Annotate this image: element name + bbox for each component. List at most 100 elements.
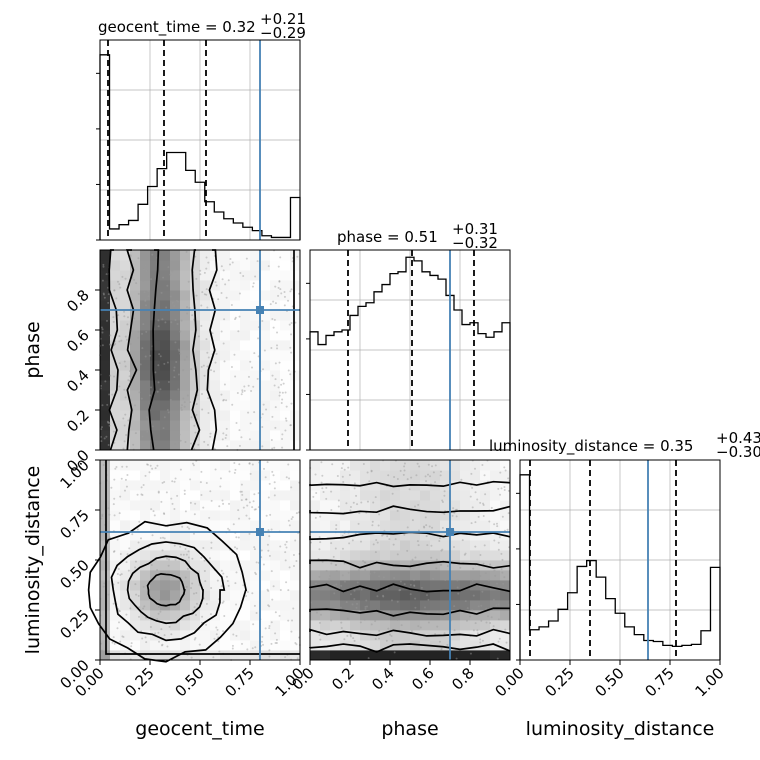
density-cell [140, 300, 151, 311]
scatter-point [274, 302, 277, 305]
density-cell [320, 550, 331, 561]
density-cell [210, 640, 221, 651]
scatter-point [124, 365, 127, 368]
scatter-point [482, 562, 485, 565]
scatter-point [134, 566, 137, 569]
density-cell [180, 510, 191, 521]
density-cell [190, 260, 201, 271]
density-cell [220, 500, 231, 511]
scatter-point [137, 615, 140, 618]
y-tick-label: 0.2 [63, 406, 93, 436]
density-cell [330, 590, 341, 601]
scatter-point [366, 605, 369, 608]
scatter-point [184, 510, 187, 513]
scatter-point [441, 548, 444, 551]
scatter-point [118, 610, 121, 613]
scatter-point [207, 261, 210, 264]
density-cell [130, 430, 141, 441]
scatter-point [281, 398, 284, 401]
density-cell [430, 470, 441, 481]
scatter-point [281, 446, 284, 449]
density-cell [460, 480, 471, 491]
density-cell [130, 610, 141, 621]
y-tick-label: 0.6 [63, 326, 93, 356]
scatter-point [271, 598, 274, 601]
density-cell [480, 590, 491, 601]
scatter-point [118, 283, 121, 286]
density-cell [490, 550, 501, 561]
density-cell [370, 500, 381, 511]
scatter-point [396, 618, 399, 621]
density-cell [210, 400, 221, 411]
density-cell [390, 630, 401, 641]
scatter-point [268, 605, 271, 608]
density-cell [150, 580, 161, 591]
density-cell [430, 610, 441, 621]
density-cell [200, 320, 211, 331]
scatter-point [101, 328, 104, 331]
scatter-point [131, 533, 134, 536]
density-cell [230, 420, 241, 431]
density-cell [120, 460, 131, 471]
density-cell [110, 560, 121, 571]
scatter-point [499, 493, 502, 496]
density-cell [270, 500, 281, 511]
scatter-point [501, 571, 504, 574]
density-cell [360, 580, 371, 591]
density-cell [310, 500, 321, 511]
density-cell [430, 550, 441, 561]
density-cell [320, 600, 331, 611]
scatter-point [206, 306, 209, 309]
density-cell [490, 630, 501, 641]
scatter-point [378, 629, 381, 632]
scatter-point [220, 330, 223, 333]
density-cell [150, 520, 161, 531]
density-cell [310, 630, 321, 641]
density-cell [270, 280, 281, 291]
scatter-point [225, 399, 228, 402]
density-cell [200, 430, 211, 441]
scatter-point [183, 489, 186, 492]
density-cell [260, 500, 271, 511]
scatter-point [126, 323, 129, 326]
scatter-point [425, 524, 428, 527]
scatter-point [406, 526, 409, 529]
density-cell [350, 590, 361, 601]
scatter-point [225, 575, 228, 578]
scatter-point [459, 566, 462, 569]
density-cell [180, 480, 191, 491]
density-cell [500, 640, 511, 651]
scatter-point [222, 432, 225, 435]
density-cell [400, 600, 411, 611]
density-cell [440, 530, 451, 541]
density-cell [260, 650, 271, 661]
scatter-point [470, 472, 473, 475]
density-cell [500, 510, 511, 521]
scatter-point [239, 490, 242, 493]
scatter-point [180, 404, 183, 407]
density-cell [270, 550, 281, 561]
scatter-point [352, 637, 355, 640]
density-cell [290, 430, 301, 441]
scatter-point [144, 474, 147, 477]
scatter-point [150, 564, 153, 567]
contour-line [309, 480, 511, 488]
scatter-point [283, 304, 286, 307]
density-cell [270, 510, 281, 521]
density-cell [120, 590, 131, 601]
density-cell [460, 500, 471, 511]
density-cell [150, 590, 161, 601]
scatter-point [133, 317, 136, 320]
density-cell [240, 540, 251, 551]
scatter-point [355, 494, 358, 497]
scatter-point [314, 582, 317, 585]
scatter-point [215, 284, 218, 287]
density-cell [290, 620, 301, 631]
density-cell [340, 540, 351, 551]
density-cell [220, 270, 231, 281]
scatter-point [204, 580, 207, 583]
density-cell [220, 390, 231, 401]
density-cell [280, 270, 291, 281]
density-cell [120, 600, 131, 611]
density-cell [280, 510, 291, 521]
